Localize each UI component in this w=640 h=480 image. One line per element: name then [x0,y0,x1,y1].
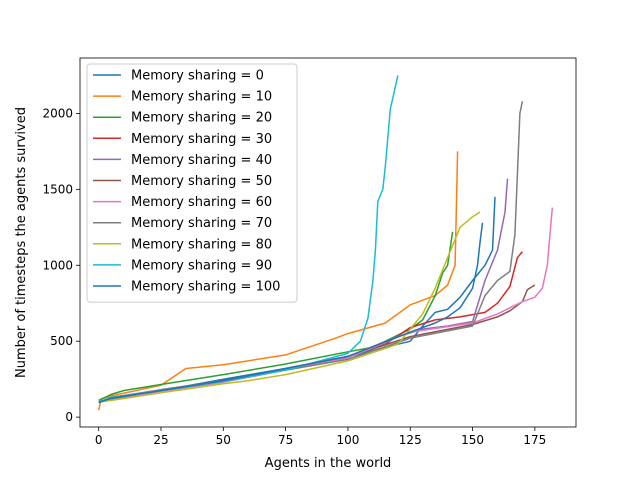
series-line-8 [98,211,481,403]
legend-entry-7: Memory sharing = 70 [131,216,272,231]
legend-entry-1: Memory sharing = 10 [131,90,272,105]
x-tick-label: 175 [523,433,546,447]
legend-entry-3: Memory sharing = 30 [131,132,272,147]
plot-frame [79,57,577,428]
y-tick-label: 500 [50,334,73,348]
legend-entry-9: Memory sharing = 90 [131,258,272,273]
y-tick-label: 1000 [42,258,73,272]
series-lines [97,75,554,411]
legend-entry-2: Memory sharing = 20 [131,111,272,126]
series-line-1 [97,151,459,411]
legend-entry-6: Memory sharing = 60 [131,195,272,210]
series-line-2 [98,231,454,402]
x-tick-label: 25 [153,433,168,447]
legend-entry-5: Memory sharing = 50 [131,174,272,189]
y-tick-label: 0 [65,410,73,424]
y-tick-label: 2000 [42,106,73,120]
y-tick-label: 1500 [42,182,73,196]
x-tick-label: 150 [461,433,484,447]
legend-entry-4: Memory sharing = 40 [131,153,272,168]
legend-entry-0: Memory sharing = 0 [131,69,264,84]
series-line-10 [98,222,484,404]
x-tick-label: 50 [216,433,231,447]
x-axis-label: Agents in the world [265,456,392,471]
y-axis-ticks: 0 500 1000 1500 2000 [42,106,80,424]
legend-entry-10: Memory sharing = 100 [131,280,280,295]
x-tick-label: 0 [95,433,103,447]
y-axis-label: Number of timesteps the agents survived [14,107,29,378]
x-tick-label: 100 [336,433,359,447]
legend: Memory sharing = 0 Memory sharing = 10 Mem… [86,63,298,303]
x-axis-ticks: 0 25 50 75 100 125 150 175 [95,427,546,447]
x-tick-label: 75 [278,433,293,447]
legend-entry-8: Memory sharing = 80 [131,237,272,252]
x-tick-label: 125 [399,433,422,447]
legend-frame [86,63,298,303]
